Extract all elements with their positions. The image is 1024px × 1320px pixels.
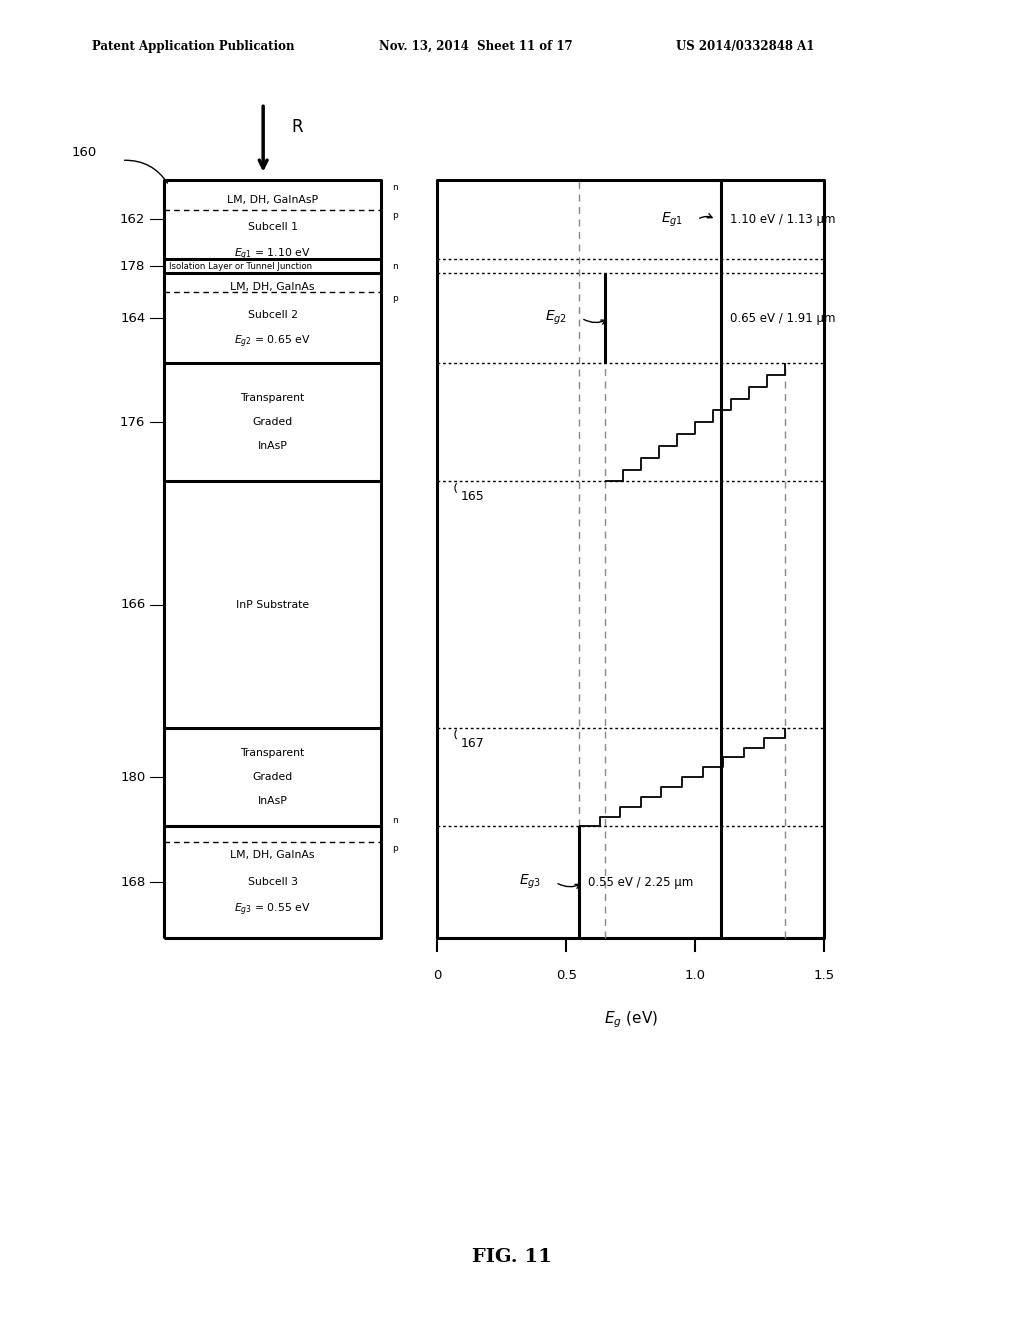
Text: n: n — [392, 817, 398, 825]
Text: FIG. 11: FIG. 11 — [472, 1247, 552, 1266]
Text: R: R — [292, 119, 303, 136]
Text: 167: 167 — [461, 737, 484, 750]
Text: $E_{g1}$ = 1.10 eV: $E_{g1}$ = 1.10 eV — [234, 247, 311, 263]
Text: Subcell 2: Subcell 2 — [248, 310, 298, 319]
Text: Transparent: Transparent — [241, 748, 305, 758]
Text: p: p — [392, 294, 398, 302]
Text: n: n — [392, 263, 398, 271]
Text: 180: 180 — [120, 771, 145, 784]
Text: 160: 160 — [72, 147, 97, 160]
Text: Patent Application Publication: Patent Application Publication — [92, 40, 295, 53]
Text: 162: 162 — [120, 213, 145, 226]
Text: 0.5: 0.5 — [556, 969, 577, 982]
Text: $E_g$ (eV): $E_g$ (eV) — [603, 1010, 657, 1030]
Text: Graded: Graded — [253, 772, 293, 783]
Text: $E_{g3}$: $E_{g3}$ — [519, 873, 542, 891]
Text: 1.5: 1.5 — [813, 969, 835, 982]
Text: US 2014/0332848 A1: US 2014/0332848 A1 — [676, 40, 814, 53]
Text: LM, DH, GaInAsP: LM, DH, GaInAsP — [227, 195, 318, 205]
Text: Subcell 3: Subcell 3 — [248, 878, 298, 887]
Text: LM, DH, GaInAs: LM, DH, GaInAs — [230, 850, 314, 859]
Text: Subcell 1: Subcell 1 — [248, 222, 298, 232]
Text: InP Substrate: InP Substrate — [236, 599, 309, 610]
Text: 168: 168 — [120, 876, 145, 888]
Text: 165: 165 — [461, 490, 484, 503]
Text: $E_{g2}$ = 0.65 eV: $E_{g2}$ = 0.65 eV — [234, 334, 311, 350]
Text: 0.55 eV / 2.25 μm: 0.55 eV / 2.25 μm — [589, 876, 693, 888]
Text: Graded: Graded — [253, 417, 293, 428]
Text: 176: 176 — [120, 416, 145, 429]
Text: Nov. 13, 2014  Sheet 11 of 17: Nov. 13, 2014 Sheet 11 of 17 — [379, 40, 572, 53]
Text: 0: 0 — [433, 969, 441, 982]
Text: p: p — [392, 211, 398, 219]
Text: 164: 164 — [120, 312, 145, 325]
Text: 166: 166 — [120, 598, 145, 611]
Text: n: n — [392, 183, 398, 193]
Text: InAsP: InAsP — [258, 441, 288, 451]
Text: Transparent: Transparent — [241, 393, 305, 403]
Text: Isolation Layer or Tunnel Junction: Isolation Layer or Tunnel Junction — [169, 261, 312, 271]
Text: 0.65 eV / 1.91 μm: 0.65 eV / 1.91 μm — [730, 312, 836, 325]
Text: p: p — [392, 843, 398, 853]
Text: 178: 178 — [120, 260, 145, 272]
Text: $E_{g2}$: $E_{g2}$ — [545, 309, 567, 327]
Text: $E_{g3}$ = 0.55 eV: $E_{g3}$ = 0.55 eV — [234, 902, 311, 917]
Text: LM, DH, GaInAs: LM, DH, GaInAs — [230, 282, 314, 293]
Text: $E_{g1}$: $E_{g1}$ — [660, 210, 683, 228]
Text: 1.0: 1.0 — [684, 969, 706, 982]
Text: InAsP: InAsP — [258, 796, 288, 807]
Text: 1.10 eV / 1.13 μm: 1.10 eV / 1.13 μm — [730, 213, 836, 226]
